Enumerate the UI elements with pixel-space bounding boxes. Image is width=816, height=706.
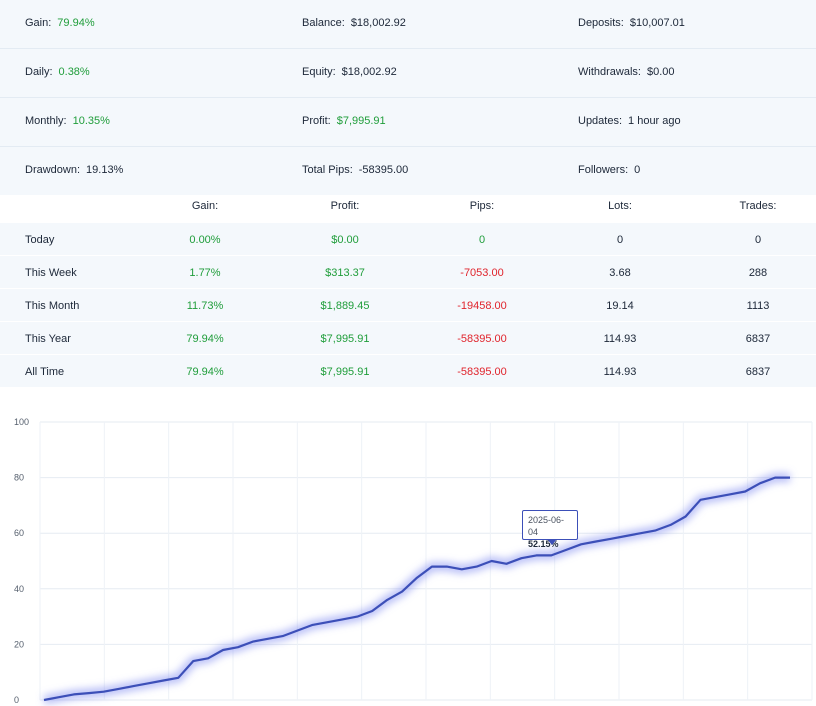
row-period: This Year bbox=[25, 333, 71, 345]
withdrawals-stat: Withdrawals: $0.00 bbox=[578, 66, 675, 78]
y-tick-label: 60 bbox=[14, 528, 24, 538]
summary-row-4: Drawdown: 19.13% Total Pips: -58395.00 Fol… bbox=[0, 147, 816, 195]
header-profit: Profit: bbox=[330, 200, 360, 212]
pips-label: Total Pips: bbox=[302, 164, 353, 176]
row-gain: 79.94% bbox=[186, 366, 224, 378]
row-pips: -7053.00 bbox=[460, 267, 504, 279]
row-gain: 11.73% bbox=[186, 300, 224, 312]
y-tick-label: 20 bbox=[14, 639, 24, 649]
y-tick-label: 100 bbox=[14, 417, 29, 427]
row-profit: $313.37 bbox=[325, 267, 365, 279]
monthly-label: Monthly: bbox=[25, 115, 67, 127]
row-trades: 6837 bbox=[745, 366, 771, 378]
tooltip-date: 2025-06-04 bbox=[528, 515, 565, 537]
withdrawals-value: $0.00 bbox=[646, 66, 675, 78]
row-trades: 1113 bbox=[746, 300, 770, 312]
followers-label: Followers: bbox=[578, 164, 629, 176]
row-trades: 288 bbox=[748, 267, 768, 279]
summary-row-3: Monthly: 10.35% Profit: $7,995.91 Updates:… bbox=[0, 98, 816, 147]
balance-value: $18,002.92 bbox=[350, 17, 406, 29]
daily-stat: Daily: 0.38% bbox=[25, 66, 90, 78]
row-pips: -58395.00 bbox=[457, 366, 507, 378]
table-header: Gain: Profit: Pips: Lots: Trades: bbox=[0, 192, 816, 222]
chart-grid bbox=[39, 421, 813, 701]
account-summary: Gain: 79.94% Balance: $18,002.92 Deposits:… bbox=[0, 0, 816, 195]
period-table: Gain: Profit: Pips: Lots: Trades: Today … bbox=[0, 192, 816, 387]
row-lots: 3.68 bbox=[609, 267, 631, 279]
monthly-stat: Monthly: 10.35% bbox=[25, 115, 110, 127]
growth-chart-svg: 0 20 40 60 80 100 bbox=[14, 417, 813, 705]
pips-value: -58395.00 bbox=[358, 164, 409, 176]
pips-stat: Total Pips: -58395.00 bbox=[302, 164, 408, 176]
row-pips: 0 bbox=[478, 234, 486, 246]
profit-value: $7,995.91 bbox=[336, 115, 386, 127]
table-row: This Week 1.77% $313.37 -7053.00 3.68 28… bbox=[0, 255, 816, 288]
drawdown-label: Drawdown: bbox=[25, 164, 81, 176]
gain-value: 79.94% bbox=[57, 17, 95, 29]
header-lots: Lots: bbox=[608, 200, 632, 212]
drawdown-stat: Drawdown: 19.13% bbox=[25, 164, 123, 176]
y-tick-label: 80 bbox=[14, 473, 24, 483]
deposits-label: Deposits: bbox=[578, 17, 624, 29]
row-profit: $0.00 bbox=[331, 234, 359, 246]
profit-stat: Profit: $7,995.91 bbox=[302, 115, 386, 127]
y-tick-label: 40 bbox=[14, 584, 24, 594]
summary-row-1: Gain: 79.94% Balance: $18,002.92 Deposits:… bbox=[0, 0, 816, 49]
row-period: Today bbox=[25, 234, 55, 246]
updates-value: 1 hour ago bbox=[628, 115, 681, 127]
table-row: This Year 79.94% $7,995.91 -58395.00 114… bbox=[0, 321, 816, 354]
row-profit: $7,995.91 bbox=[320, 366, 370, 378]
row-pips: -19458.00 bbox=[457, 300, 507, 312]
row-period: All Time bbox=[25, 366, 65, 378]
table-row: This Month 11.73% $1,889.45 -19458.00 19… bbox=[0, 288, 816, 321]
balance-label: Balance: bbox=[302, 17, 345, 29]
row-period: This Month bbox=[25, 300, 80, 312]
profit-label: Profit: bbox=[302, 115, 331, 127]
chart-tooltip: 2025-06-04 52.15% bbox=[522, 510, 578, 549]
row-profit: $1,889.45 bbox=[320, 300, 370, 312]
daily-label: Daily: bbox=[25, 66, 53, 78]
equity-stat: Equity: $18,002.92 bbox=[302, 66, 397, 78]
row-lots: 19.14 bbox=[606, 300, 634, 312]
row-lots: 114.93 bbox=[603, 366, 637, 378]
y-tick-label: 0 bbox=[14, 695, 19, 705]
row-lots: 0 bbox=[616, 234, 624, 246]
drawdown-value: 19.13% bbox=[86, 164, 124, 176]
followers-stat: Followers: 0 bbox=[578, 164, 640, 176]
updates-label: Updates: bbox=[578, 115, 623, 127]
row-trades: 0 bbox=[754, 234, 762, 246]
gain-stat: Gain: 79.94% bbox=[25, 17, 95, 29]
row-lots: 114.93 bbox=[603, 333, 637, 345]
row-gain: 1.77% bbox=[189, 267, 221, 279]
equity-label: Equity: bbox=[302, 66, 336, 78]
series-line bbox=[43, 476, 790, 702]
followers-value: 0 bbox=[634, 164, 641, 176]
monthly-value: 10.35% bbox=[72, 115, 110, 127]
updates-stat: Updates: 1 hour ago bbox=[578, 115, 681, 127]
header-gain: Gain: bbox=[191, 200, 219, 212]
table-row: Today 0.00% $0.00 0 0 0 bbox=[0, 222, 816, 255]
tooltip-value: 52.15% bbox=[528, 539, 559, 549]
growth-chart: 0 20 40 60 80 100 2025-06-04 52.15% bbox=[0, 410, 816, 706]
daily-value: 0.38% bbox=[58, 66, 90, 78]
gain-label: Gain: bbox=[25, 17, 52, 29]
table-row: All Time 79.94% $7,995.91 -58395.00 114.… bbox=[0, 354, 816, 387]
row-period: This Week bbox=[25, 267, 77, 279]
row-gain: 79.94% bbox=[186, 333, 224, 345]
deposits-value: $10,007.01 bbox=[629, 17, 685, 29]
header-trades: Trades: bbox=[739, 200, 777, 212]
row-gain: 0.00% bbox=[189, 234, 221, 246]
deposits-stat: Deposits: $10,007.01 bbox=[578, 17, 685, 29]
row-trades: 6837 bbox=[745, 333, 771, 345]
row-profit: $7,995.91 bbox=[320, 333, 370, 345]
equity-value: $18,002.92 bbox=[341, 66, 397, 78]
y-axis: 0 20 40 60 80 100 bbox=[14, 417, 29, 705]
balance-stat: Balance: $18,002.92 bbox=[302, 17, 406, 29]
row-pips: -58395.00 bbox=[457, 333, 507, 345]
summary-row-2: Daily: 0.38% Equity: $18,002.92 Withdrawal… bbox=[0, 49, 816, 98]
header-pips: Pips: bbox=[469, 200, 495, 212]
withdrawals-label: Withdrawals: bbox=[578, 66, 641, 78]
